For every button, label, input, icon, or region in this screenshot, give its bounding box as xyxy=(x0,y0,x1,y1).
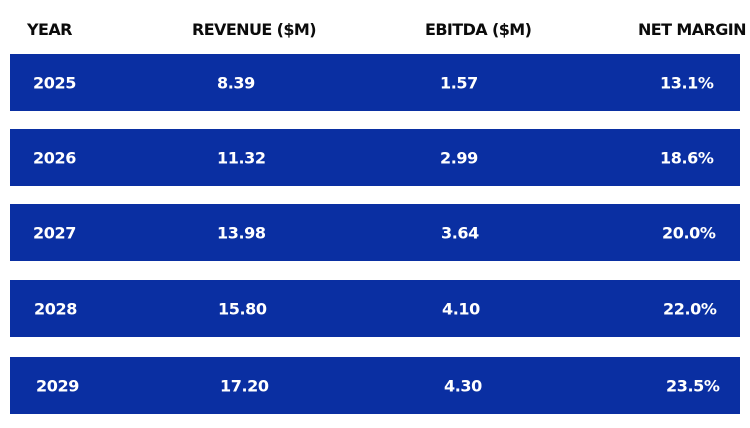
cell-ebitda: 2.99 xyxy=(440,148,478,167)
cell-ebitda: 3.64 xyxy=(441,223,479,242)
cell-year: 2028 xyxy=(34,299,77,318)
header-revenue: REVENUE ($M) xyxy=(192,20,317,39)
cell-revenue: 17.20 xyxy=(220,376,269,395)
cell-ebitda: 4.10 xyxy=(442,299,480,318)
table-row: 2027 13.98 3.64 20.0% xyxy=(10,204,740,261)
cell-revenue: 8.39 xyxy=(217,73,255,92)
table-row: 2025 8.39 1.57 13.1% xyxy=(10,54,740,111)
cell-net-margin: 13.1% xyxy=(660,73,714,92)
cell-revenue: 11.32 xyxy=(217,148,266,167)
header-net-margin: NET MARGIN xyxy=(638,20,747,39)
cell-net-margin: 20.0% xyxy=(662,223,716,242)
cell-year: 2029 xyxy=(36,376,79,395)
cell-revenue: 13.98 xyxy=(217,223,266,242)
cell-net-margin: 18.6% xyxy=(660,148,714,167)
cell-year: 2026 xyxy=(33,148,76,167)
header-year: YEAR xyxy=(27,20,72,39)
table-row: 2029 17.20 4.30 23.5% xyxy=(10,357,740,414)
cell-net-margin: 22.0% xyxy=(663,299,717,318)
cell-ebitda: 4.30 xyxy=(444,376,482,395)
table-header: YEAR REVENUE ($M) EBITDA ($M) NET MARGIN xyxy=(0,0,750,62)
cell-net-margin: 23.5% xyxy=(666,376,720,395)
cell-year: 2025 xyxy=(33,73,76,92)
cell-year: 2027 xyxy=(33,223,76,242)
header-ebitda: EBITDA ($M) xyxy=(425,20,532,39)
cell-ebitda: 1.57 xyxy=(440,73,478,92)
table-row: 2026 11.32 2.99 18.6% xyxy=(10,129,740,186)
table-row: 2028 15.80 4.10 22.0% xyxy=(10,280,740,337)
cell-revenue: 15.80 xyxy=(218,299,267,318)
